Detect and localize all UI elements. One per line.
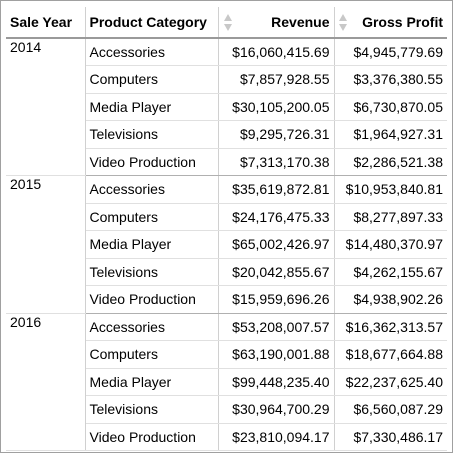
revenue-cell: $7,313,170.38 [218, 148, 335, 176]
category-cell: Televisions [85, 395, 219, 424]
gross-profit-cell: $4,262,155.67 [334, 258, 447, 286]
category-cell: Accessories [85, 313, 219, 341]
gross-profit-cell: $7,330,486.17 [334, 423, 447, 451]
gross-profit-cell: $2,286,521.38 [334, 148, 447, 176]
gross-profit-cell: $16,362,313.57 [334, 313, 447, 341]
table-row: Televisions $20,042,855.67 $4,262,155.67 [6, 258, 447, 286]
pivot-table: Sale Year Product Category Revenue Gross… [6, 7, 447, 451]
revenue-cell: $53,208,007.57 [218, 313, 335, 341]
category-cell: Media Player [85, 230, 219, 259]
revenue-cell: $20,042,855.67 [218, 258, 335, 286]
category-cell: Computers [85, 65, 219, 94]
category-cell: Televisions [85, 258, 219, 286]
revenue-cell: $65,002,426.97 [218, 230, 335, 259]
table-row: 2016 Accessories $53,208,007.57 $16,362,… [6, 313, 447, 451]
column-header-label: Revenue [271, 14, 330, 30]
revenue-cell: $30,964,700.29 [218, 395, 335, 424]
category-cell: Computers [85, 203, 219, 231]
category-cell: Video Production [85, 285, 219, 314]
sale-year-cell: 2014 [6, 38, 86, 176]
column-header-revenue[interactable]: Revenue [218, 7, 335, 39]
column-header-label: Gross Profit [362, 14, 443, 30]
table-row: Computers $24,176,475.33 $8,277,897.33 [6, 203, 447, 231]
gross-profit-cell: $22,237,625.40 [334, 368, 447, 396]
table-row: Media Player $30,105,200.05 $6,730,870.0… [6, 93, 447, 121]
sale-year-cell: 2016 [6, 313, 86, 451]
category-cell: Accessories [85, 38, 219, 66]
table-body: 2014 Accessories $16,060,415.69 $4,945,7… [6, 38, 447, 451]
category-cell: Media Player [85, 93, 219, 121]
sort-updown-icon[interactable] [338, 14, 347, 32]
revenue-cell: $23,810,094.17 [218, 423, 335, 451]
category-cell: Televisions [85, 120, 219, 149]
gross-profit-cell: $8,277,897.33 [334, 203, 447, 231]
gross-profit-cell: $14,480,370.97 [334, 230, 447, 259]
table-row: Video Production $23,810,094.17 $7,330,4… [6, 423, 447, 451]
category-cell: Accessories [85, 175, 219, 204]
gross-profit-cell: $3,376,380.55 [334, 65, 447, 94]
gross-profit-cell: $18,677,664.88 [334, 340, 447, 369]
category-cell: Video Production [85, 148, 219, 176]
revenue-cell: $9,295,726.31 [218, 120, 335, 149]
column-header-label: Product Category [89, 14, 207, 30]
table-row: Media Player $65,002,426.97 $14,480,370.… [6, 230, 447, 259]
revenue-cell: $99,448,235.40 [218, 368, 335, 396]
table-row: Media Player $99,448,235.40 $22,237,625.… [6, 368, 447, 396]
table-row: Video Production $15,959,696.26 $4,938,9… [6, 285, 447, 314]
column-header-label: Sale Year [10, 14, 73, 30]
column-header-sale-year[interactable]: Sale Year [6, 7, 86, 39]
header-row: Sale Year Product Category Revenue Gross… [6, 7, 447, 39]
gross-profit-cell: $4,945,779.69 [334, 38, 447, 66]
column-header-product-category[interactable]: Product Category [85, 7, 219, 39]
revenue-cell: $35,619,872.81 [218, 175, 335, 204]
table-row: Computers $7,857,928.55 $3,376,380.55 [6, 65, 447, 94]
column-header-gross-profit[interactable]: Gross Profit [334, 7, 447, 39]
revenue-cell: $24,176,475.33 [218, 203, 335, 231]
category-cell: Video Production [85, 423, 219, 451]
gross-profit-cell: $1,964,927.31 [334, 120, 447, 149]
gross-profit-cell: $6,560,087.29 [334, 395, 447, 424]
table-row: Video Production $7,313,170.38 $2,286,52… [6, 148, 447, 176]
gross-profit-cell: $6,730,870.05 [334, 93, 447, 121]
revenue-cell: $16,060,415.69 [218, 38, 335, 66]
table-row: 2015 Accessories $35,619,872.81 $10,953,… [6, 175, 447, 314]
table-row: Televisions $9,295,726.31 $1,964,927.31 [6, 120, 447, 149]
table-row: 2014 Accessories $16,060,415.69 $4,945,7… [6, 38, 447, 176]
revenue-cell: $15,959,696.26 [218, 285, 335, 314]
revenue-cell: $63,190,001.88 [218, 340, 335, 369]
sale-year-cell: 2015 [6, 175, 86, 314]
category-cell: Computers [85, 340, 219, 369]
sort-updown-icon[interactable] [223, 14, 232, 32]
category-cell: Media Player [85, 368, 219, 396]
table-row: Televisions $30,964,700.29 $6,560,087.29 [6, 395, 447, 424]
gross-profit-cell: $4,938,902.26 [334, 285, 447, 314]
revenue-cell: $30,105,200.05 [218, 93, 335, 121]
revenue-cell: $7,857,928.55 [218, 65, 335, 94]
table-row: Computers $63,190,001.88 $18,677,664.88 [6, 340, 447, 369]
gross-profit-cell: $10,953,840.81 [334, 175, 447, 204]
